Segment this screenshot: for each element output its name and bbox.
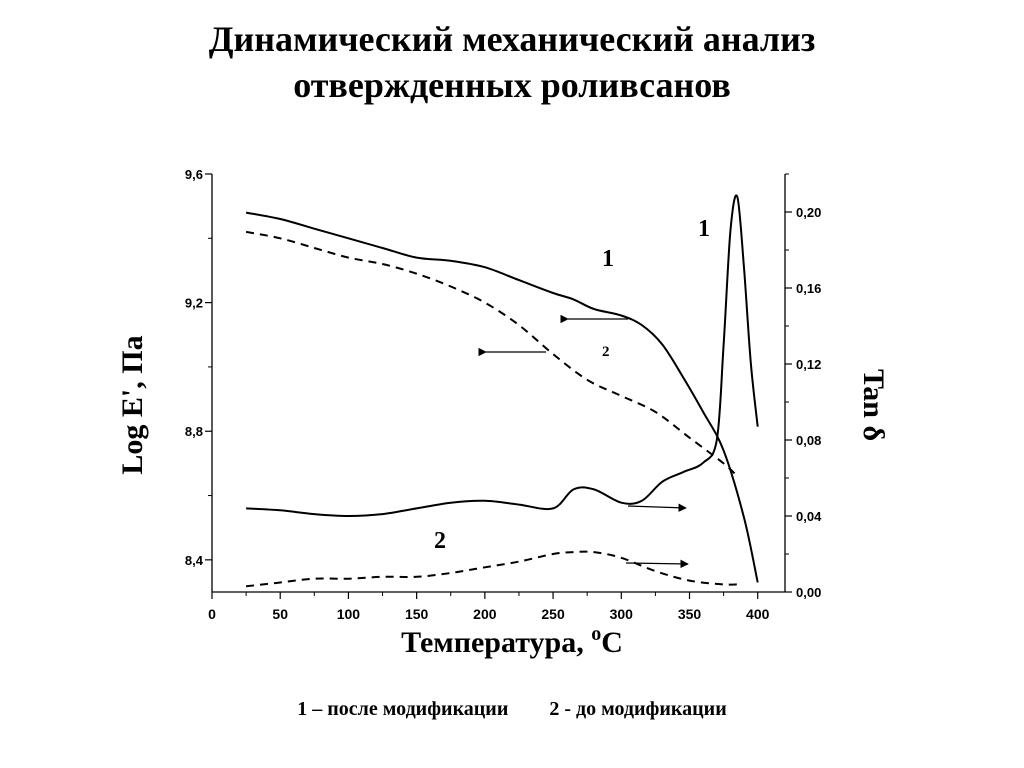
y-left-tick-label: 9,2 xyxy=(185,296,203,311)
annotation-modulus-2: 2 xyxy=(602,344,610,360)
y-right-tick-label: 0,04 xyxy=(796,509,822,524)
x-axis-label-sup: o xyxy=(591,623,601,645)
y-left-tick-label: 9,6 xyxy=(185,167,203,182)
x-tick-label: 0 xyxy=(208,606,216,622)
y-right-tick-label: 0,16 xyxy=(796,281,821,296)
legend-item-1: 1 – после модификации xyxy=(297,698,509,720)
y-right-tick-label: 0,08 xyxy=(796,433,821,448)
x-tick-label: 350 xyxy=(678,606,702,622)
chart-title-line-2: отвержденных роливсанов xyxy=(293,65,731,105)
y-right-tick-label: 0,00 xyxy=(796,585,821,600)
y-right-tick-label: 0,20 xyxy=(796,205,821,220)
x-tick-label: 100 xyxy=(337,606,361,622)
series-lines xyxy=(245,194,759,588)
x-axis-label: Температура, oC xyxy=(401,623,623,659)
y-right-tick-label: 0,12 xyxy=(796,357,821,372)
annotations: 1 1 2 2 xyxy=(434,216,710,569)
annotation-tan-2: 2 xyxy=(434,528,446,554)
axes: 0 50 100 150 200 250 300 350 400 9,6 9,2 8,8 8,4 0,20… xyxy=(185,167,822,622)
series-tan-2-line xyxy=(245,550,738,588)
x-tick-label: 400 xyxy=(746,606,770,622)
chart-title-line-1: Динамический механический анализ xyxy=(208,19,816,59)
x-tick-label: 200 xyxy=(473,606,497,622)
arrow-to-right-axis-1 xyxy=(627,503,687,512)
y-left-tick-label: 8,8 xyxy=(185,424,203,439)
annotation-tan-peak-1: 1 xyxy=(698,216,710,242)
y-left-tick-label: 8,4 xyxy=(185,553,204,568)
x-tick-label: 150 xyxy=(405,606,429,622)
series-modulus-1-line xyxy=(245,211,759,583)
series-tan-1-line xyxy=(246,194,759,518)
x-tick-label: 50 xyxy=(272,606,288,622)
series-modulus-2-line xyxy=(245,230,738,477)
x-tick-label: 300 xyxy=(610,606,634,622)
annotation-modulus-1: 1 xyxy=(602,246,614,272)
x-axis-label-main: Температура, xyxy=(401,626,591,659)
y-axis-left-label: Log E', Па xyxy=(116,335,149,474)
x-tick-label: 250 xyxy=(541,606,565,622)
legend: 1 – после модификации 2 - до модификации xyxy=(0,698,1024,721)
arrow-to-right-axis-2 xyxy=(625,559,689,569)
y-axis-right-label: Tan δ xyxy=(857,369,890,441)
legend-item-2: 2 - до модификации xyxy=(549,698,727,720)
x-axis-label-unit: C xyxy=(601,626,623,659)
chart-title: Динамический механический анализ отвержд… xyxy=(0,16,1024,108)
